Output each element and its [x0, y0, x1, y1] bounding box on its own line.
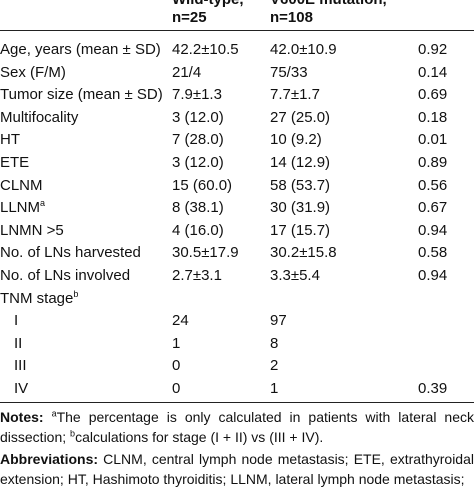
table-cell: 3 (12.0): [172, 108, 224, 126]
row-label: IV: [14, 380, 28, 398]
row-label-text: CLNM: [0, 176, 43, 194]
row-label-text: Multifocality: [0, 108, 79, 126]
row-label-text: IV: [14, 380, 29, 397]
table-cell: 30.5±17.9: [172, 244, 239, 262]
notes-sup: b: [70, 428, 76, 439]
table-cell: 21/4: [172, 63, 202, 81]
row-label: LLNMa: [0, 199, 45, 217]
notes-text: calculations for stage (I + II) vs (III …: [75, 429, 324, 445]
table-cell: 14 (12.9): [270, 154, 331, 171]
table-cell: 1: [270, 380, 279, 397]
row-label-text: No. of LNs harvested: [0, 244, 141, 262]
table-cell: 2.7±3.1: [172, 267, 222, 284]
table-cell: 0.94: [418, 221, 448, 239]
table-cell: 0.01: [418, 131, 448, 149]
abbreviations-label: Abbreviations:: [0, 451, 99, 467]
table-cell: 3.3±5.4: [270, 267, 320, 284]
header-cell: n=25: [172, 9, 207, 26]
row-label: No. of LNs harvested: [0, 244, 141, 262]
table-cell: 42.2±10.5: [172, 41, 239, 58]
table-cell: 0: [172, 380, 181, 397]
table-cell: 0.14: [418, 63, 448, 81]
notes: Notes: aThe percentage is only calculate…: [0, 407, 474, 447]
row-label: CLNM: [0, 177, 43, 195]
table-cell: 1: [172, 334, 181, 352]
bottom-rule: [0, 402, 474, 403]
header-cell: Wild-type,: [172, 0, 244, 9]
row-label-text: Sex (F/M): [0, 63, 66, 81]
notes-label: Notes:: [0, 409, 44, 425]
table-cell: 0.92: [418, 41, 448, 58]
row-label-text: III: [14, 357, 27, 375]
row-label: Tumor size (mean ± SD): [0, 86, 163, 104]
table-cell: 2: [270, 357, 279, 375]
table-cell: 0.56: [418, 176, 448, 194]
row-label: Sex (F/M): [0, 64, 66, 82]
row-label-text: I: [14, 312, 19, 330]
table-cell: 0.18: [418, 108, 448, 126]
table-cell: 3 (12.0): [172, 154, 224, 171]
table-cell: 4 (16.0): [172, 221, 224, 239]
table-cell: 15 (60.0): [172, 176, 233, 194]
row-label-sup: b: [73, 288, 79, 299]
table-cell: 30 (31.9): [270, 199, 331, 217]
row-label: III: [14, 357, 27, 375]
row-label-text: Age, years (mean ± SD): [0, 41, 161, 58]
table-cell: 58 (53.7): [270, 176, 331, 194]
table-cell: 0.89: [418, 154, 448, 171]
table-cell: 0.69: [418, 86, 448, 104]
row-label-text: LLNM: [0, 199, 41, 217]
header-cell: V600E mutation,: [270, 0, 387, 9]
row-label-text: II: [14, 334, 23, 352]
row-label-text: HT: [0, 131, 20, 149]
table-cell: 0.39: [418, 380, 448, 397]
notes-text: The percentage is only calculated in pat…: [0, 409, 474, 445]
row-label: I: [14, 312, 18, 330]
table-cell: 17 (15.7): [270, 221, 331, 239]
table-cell: 8: [270, 334, 279, 352]
row-label: LNMN >5: [0, 222, 64, 240]
table-cell: 24: [172, 312, 189, 330]
table-cell: 42.0±10.9: [270, 41, 337, 58]
header-rule: [0, 30, 474, 31]
table-cell: 8 (38.1): [172, 199, 224, 217]
header-cell: n=108: [270, 9, 313, 26]
row-label: TNM stageb: [0, 288, 79, 308]
row-label-text: Tumor size (mean ± SD): [0, 86, 163, 104]
table-cell: 0: [172, 357, 181, 375]
table-cell: 0.94: [418, 267, 448, 284]
table-cell: 27 (25.0): [270, 108, 331, 126]
table-cell: 7.7±1.7: [270, 86, 320, 104]
row-label: ETE: [0, 154, 29, 172]
row-label-text: LNMN >5: [0, 221, 64, 239]
row-label: HT: [0, 131, 20, 149]
table-cell: 7.9±1.3: [172, 86, 222, 104]
row-label: Age, years (mean ± SD): [0, 41, 161, 59]
row-label-text: TNM stage: [0, 289, 74, 307]
row-label-text: No. of LNs involved: [0, 267, 131, 284]
row-label: Multifocality: [0, 109, 78, 127]
row-label: II: [14, 335, 22, 353]
table-cell: 10 (9.2): [270, 131, 322, 149]
table-cell: 97: [270, 312, 287, 330]
row-label: No. of LNs involved: [0, 267, 130, 285]
notes-sup: a: [51, 408, 57, 419]
table-cell: 30.2±15.8: [270, 244, 337, 262]
abbreviations: Abbreviations: CLNM, central lymph node …: [0, 449, 474, 489]
table-cell: 0.67: [418, 199, 448, 217]
table-cell: 7 (28.0): [172, 131, 224, 149]
table-cell: 75/33: [270, 63, 308, 81]
row-label-sup: a: [40, 198, 46, 209]
row-label-text: ETE: [0, 154, 30, 171]
table-cell: 0.58: [418, 244, 448, 262]
